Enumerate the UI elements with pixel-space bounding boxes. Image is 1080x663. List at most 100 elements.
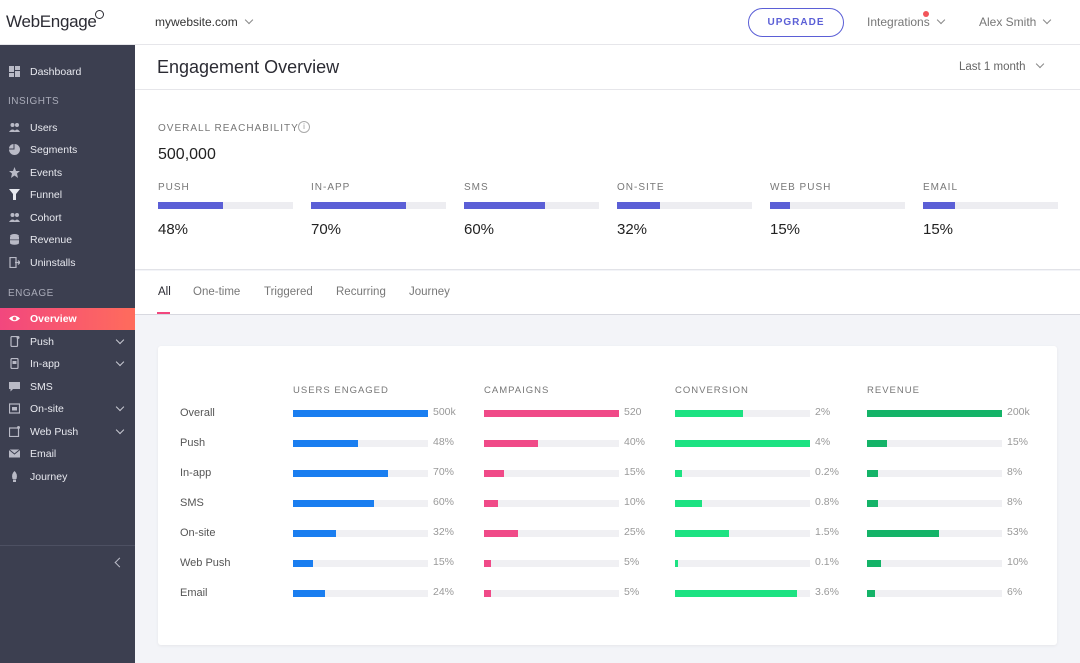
bar-value: 8% [1007,466,1023,478]
sidebar-item-sms[interactable]: SMS [0,376,135,398]
database-icon [10,234,19,245]
sidebar-item-dashboard[interactable]: Dashboard [0,61,135,83]
bar-value: 15% [624,466,646,478]
bar-value: 520 [624,406,642,418]
sidebar-item-revenue[interactable]: Revenue [0,229,135,251]
sidebar-item-label: Email [30,448,57,460]
browser-icon [9,403,20,414]
reach-channel: IN-APP 70% [311,182,446,238]
bar-fill [675,590,797,597]
channel-value: 48% [158,221,189,238]
sidebar-item-label: Overview [30,313,77,325]
sidebar-item-label: On-site [30,403,64,415]
bar-fill [293,470,388,477]
sidebar-item-push[interactable]: Push [0,331,135,353]
bar-fill [293,500,374,507]
bar-fill [675,500,702,507]
chevron-down-icon[interactable] [115,335,125,345]
integrations-menu[interactable]: Integrations [867,15,945,29]
bar-value: 53% [1007,526,1029,538]
sidebar-item-label: Dashboard [30,66,82,78]
sidebar-item-label: In-app [30,358,60,370]
sms-icon [9,382,20,392]
sidebar-item-uninstalls[interactable]: Uninstalls [0,252,135,274]
channel-name: IN-APP [311,182,351,193]
chevron-down-icon[interactable] [115,402,125,412]
reachability-value: 500,000 [158,146,216,163]
campaign-type-tabs: All One-time Triggered Recurring Journey [135,271,1080,315]
reach-bar-track [770,202,905,209]
bar-value: 15% [1007,436,1029,448]
sidebar-item-events[interactable]: Events [0,162,135,184]
sidebar-item-in-app[interactable]: In-app [0,353,135,375]
tab-triggered[interactable]: Triggered [264,286,313,298]
bar-track [867,440,1002,447]
bar-fill [293,530,337,537]
bar-fill [484,590,491,597]
bar-track [484,440,619,447]
chevron-down-icon[interactable] [115,425,125,435]
reach-channel: PUSH 48% [158,182,293,238]
bar-fill [293,440,358,447]
chevron-down-icon [936,15,945,25]
sidebar-item-label: Web Push [30,426,79,438]
sidebar-item-segments[interactable]: Segments [0,139,135,161]
chevron-down-icon[interactable] [115,357,125,367]
bar-track [484,590,619,597]
bar-track [293,410,428,417]
bar-track [293,440,428,447]
collapse-sidebar-icon[interactable] [114,557,125,568]
bar-fill [675,530,729,537]
row-label: Email [180,587,208,599]
bar-fill [675,470,682,477]
channel-value: 15% [770,221,801,238]
tab-recurring[interactable]: Recurring [336,286,386,298]
page-header: Engagement Overview Last 1 month [135,45,1080,90]
row-label: Push [180,437,206,449]
bar-track [484,470,619,477]
reach-bar-fill [770,202,791,209]
bar-value: 0.1% [815,556,839,568]
sidebar-item-label: Segments [30,144,78,156]
reach-channel: EMAIL 15% [923,182,1058,238]
site-selector[interactable]: mywebsite.com [155,15,253,29]
info-icon[interactable]: i [298,121,310,133]
sidebar: Dashboard INSIGHTS Users Segments Events… [0,45,135,663]
bar-fill [484,440,538,447]
sidebar-item-overview[interactable]: Overview [0,308,135,330]
bar-fill [293,590,326,597]
column-header: USERS ENGAGED [293,385,389,396]
bar-track [484,410,619,417]
bar-track [675,410,810,417]
sidebar-item-journey[interactable]: Journey [0,466,135,488]
chevron-down-icon [244,15,253,25]
sidebar-item-on-site[interactable]: On-site [0,398,135,420]
sidebar-item-users[interactable]: Users [0,117,135,139]
bar-track [675,530,810,537]
bar-fill [484,470,505,477]
date-range-selector[interactable]: Last 1 month [959,59,1045,73]
bar-fill [867,410,1002,417]
webengage-logo[interactable]: WebEngage [6,10,106,32]
sidebar-item-cohort[interactable]: Cohort [0,207,135,229]
tab-one-time[interactable]: One-time [193,286,241,298]
sidebar-item-funnel[interactable]: Funnel [0,184,135,206]
upgrade-button[interactable]: UPGRADE [748,8,844,37]
bar-fill [867,470,878,477]
reach-bar-fill [464,202,545,209]
tab-all[interactable]: All [158,286,171,298]
sidebar-item-email[interactable]: Email [0,443,135,465]
sidebar-divider [0,545,135,546]
sidebar-item-web-push[interactable]: Web Push [0,421,135,443]
bar-track [293,560,428,567]
user-menu[interactable]: Alex Smith [979,15,1052,29]
sidebar-item-label: Journey [30,471,68,483]
reach-bar-track [617,202,752,209]
tab-journey[interactable]: Journey [409,286,450,298]
channel-name: SMS [464,182,489,193]
bar-value: 4% [815,436,831,448]
logo-mark-icon [94,10,104,19]
bar-value: 40% [624,436,646,448]
mobile-push-icon [10,336,20,347]
uninstall-icon [9,257,20,268]
